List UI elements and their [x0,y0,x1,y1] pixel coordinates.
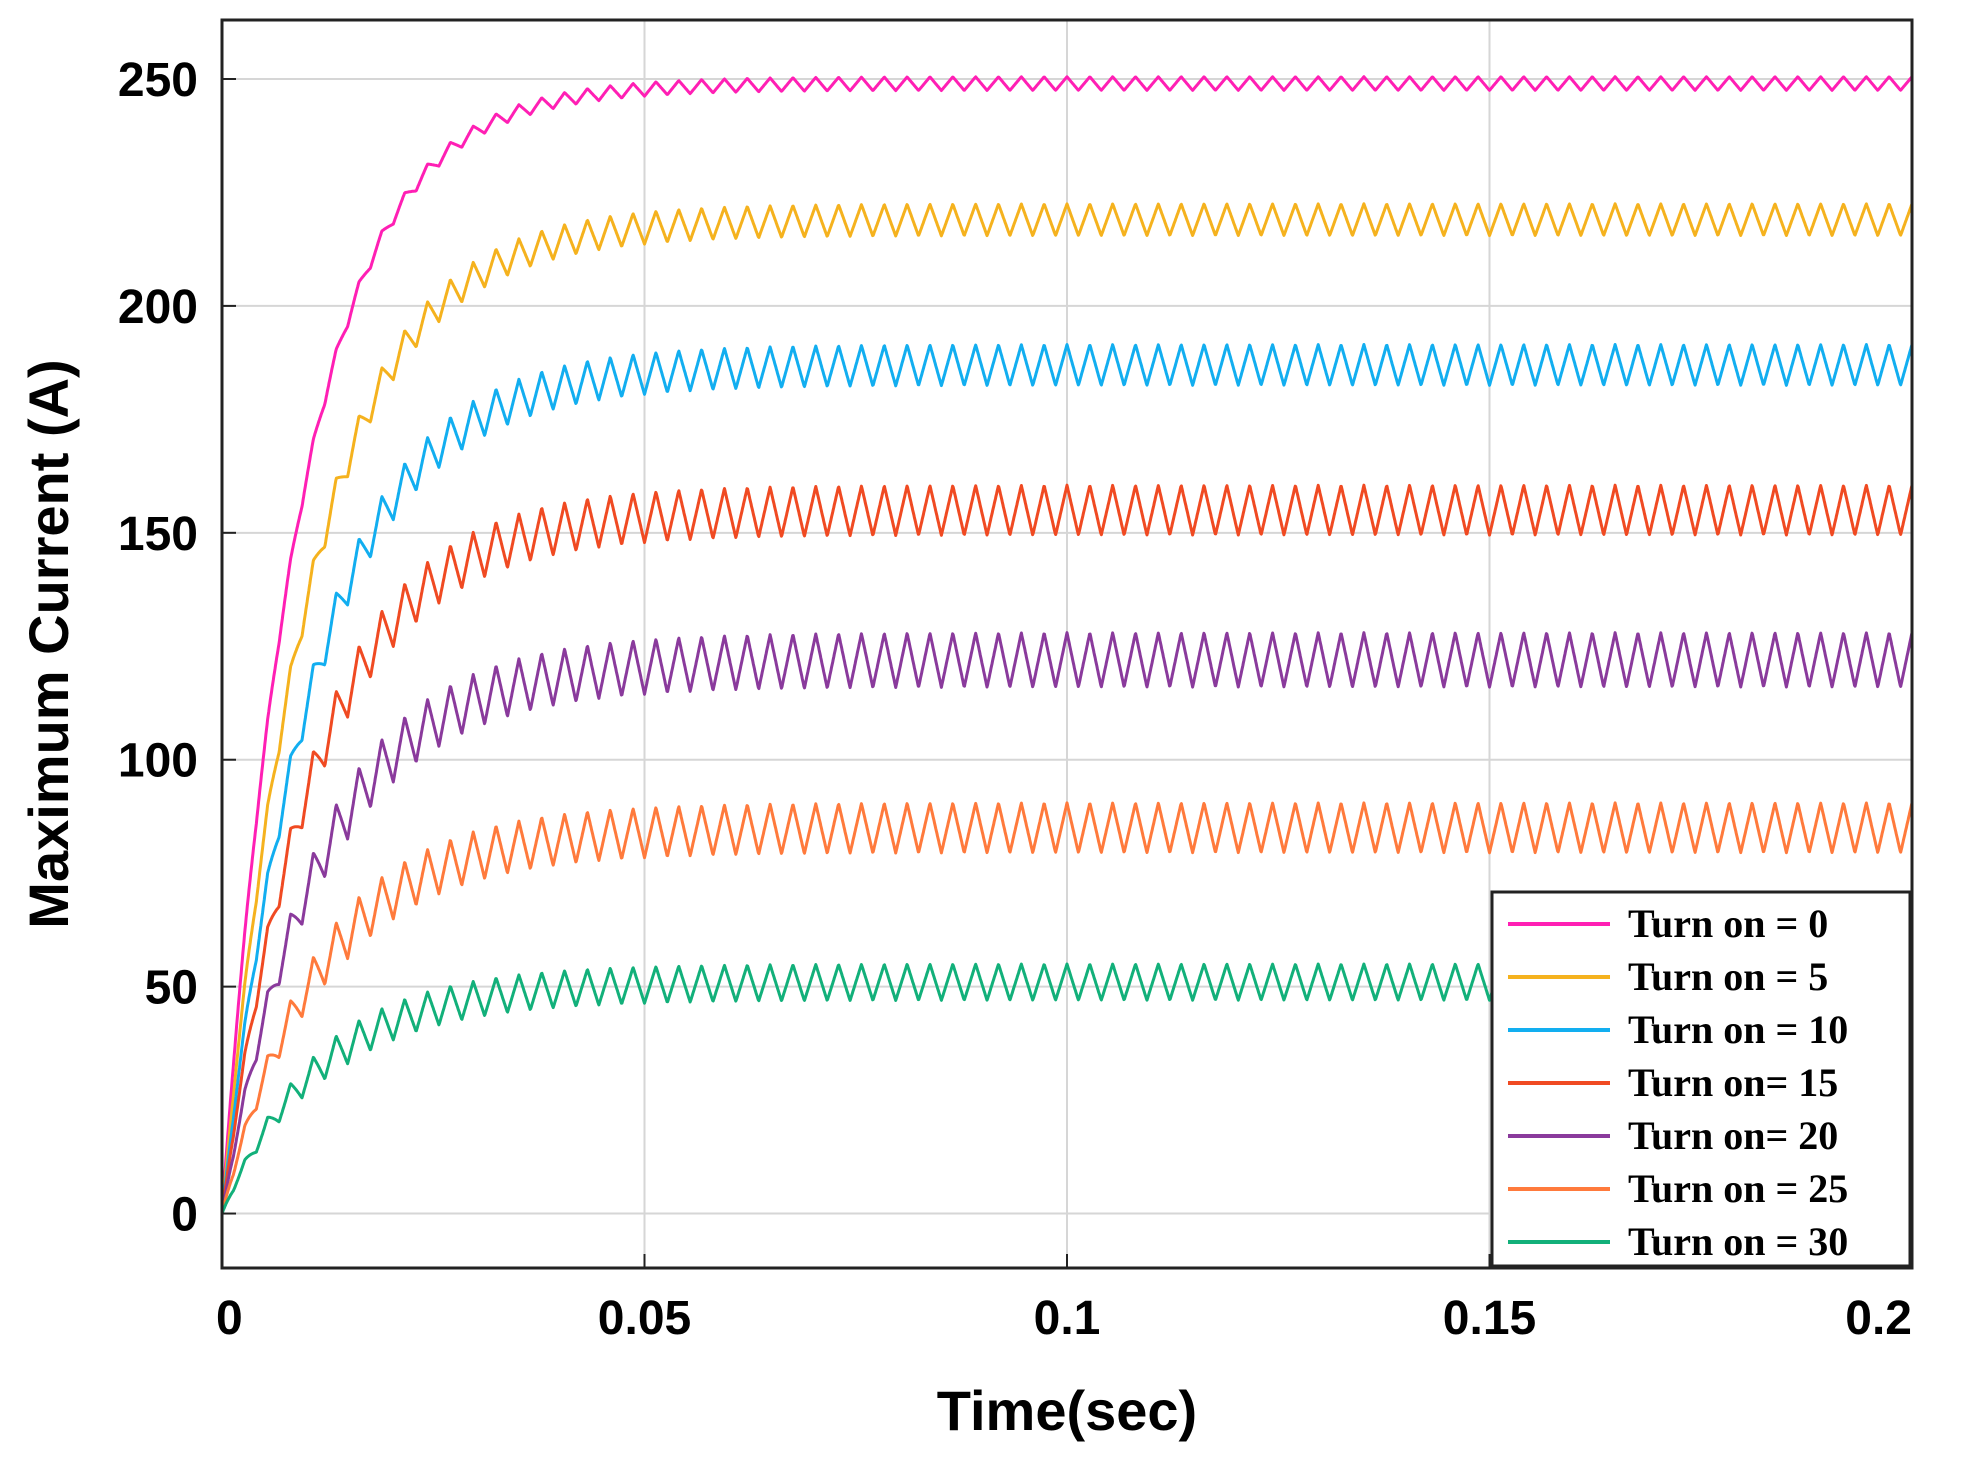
x-axis-label: Time(sec) [937,1379,1197,1442]
legend-entry-label: Turn on = 10 [1628,1007,1848,1052]
y-tick-label: 250 [118,54,198,107]
legend: Turn on = 0 Turn on = 5 Turn on = 10 Turn o… [1490,890,1912,1268]
y-tick-label: 0 [171,1189,198,1242]
series-line-4 [220,483,1914,1214]
y-tick-label: 50 [145,962,198,1015]
x-axis-ticks: 0 0.05 0.1 0.15 0.2 [216,1254,1913,1345]
x-tick-label: 0.15 [1443,1292,1536,1345]
x-tick-label: 0 [216,1292,243,1345]
x-tick-label: 0.05 [598,1292,691,1345]
series-line-2 [220,202,1914,1214]
y-tick-label: 100 [118,735,198,788]
series-line-6 [220,801,1914,1214]
legend-box [1490,890,1912,1268]
y-tick-label: 200 [118,281,198,334]
series-line-1 [220,75,1914,1214]
legend-entry-label: Turn on = 0 [1628,901,1828,946]
x-tick-label: 0.1 [1034,1292,1101,1345]
y-axis-label: Maximum Current (A) [17,359,80,928]
legend-entry-label: Turn on = 30 [1628,1219,1848,1264]
legend-entry-label: Turn on = 25 [1628,1166,1848,1211]
legend-entry-label: Turn on = 5 [1628,954,1828,999]
data-series [220,75,1914,1215]
y-tick-label: 150 [118,508,198,561]
legend-entry-label: Turn on= 20 [1628,1113,1838,1158]
legend-entry-label: Turn on= 15 [1628,1060,1838,1105]
y-axis-ticks: 0 50 100 150 200 250 [118,54,236,1242]
series-line-3 [220,343,1914,1214]
x-tick-label: 0.2 [1845,1292,1912,1345]
series-line-5 [220,631,1914,1214]
